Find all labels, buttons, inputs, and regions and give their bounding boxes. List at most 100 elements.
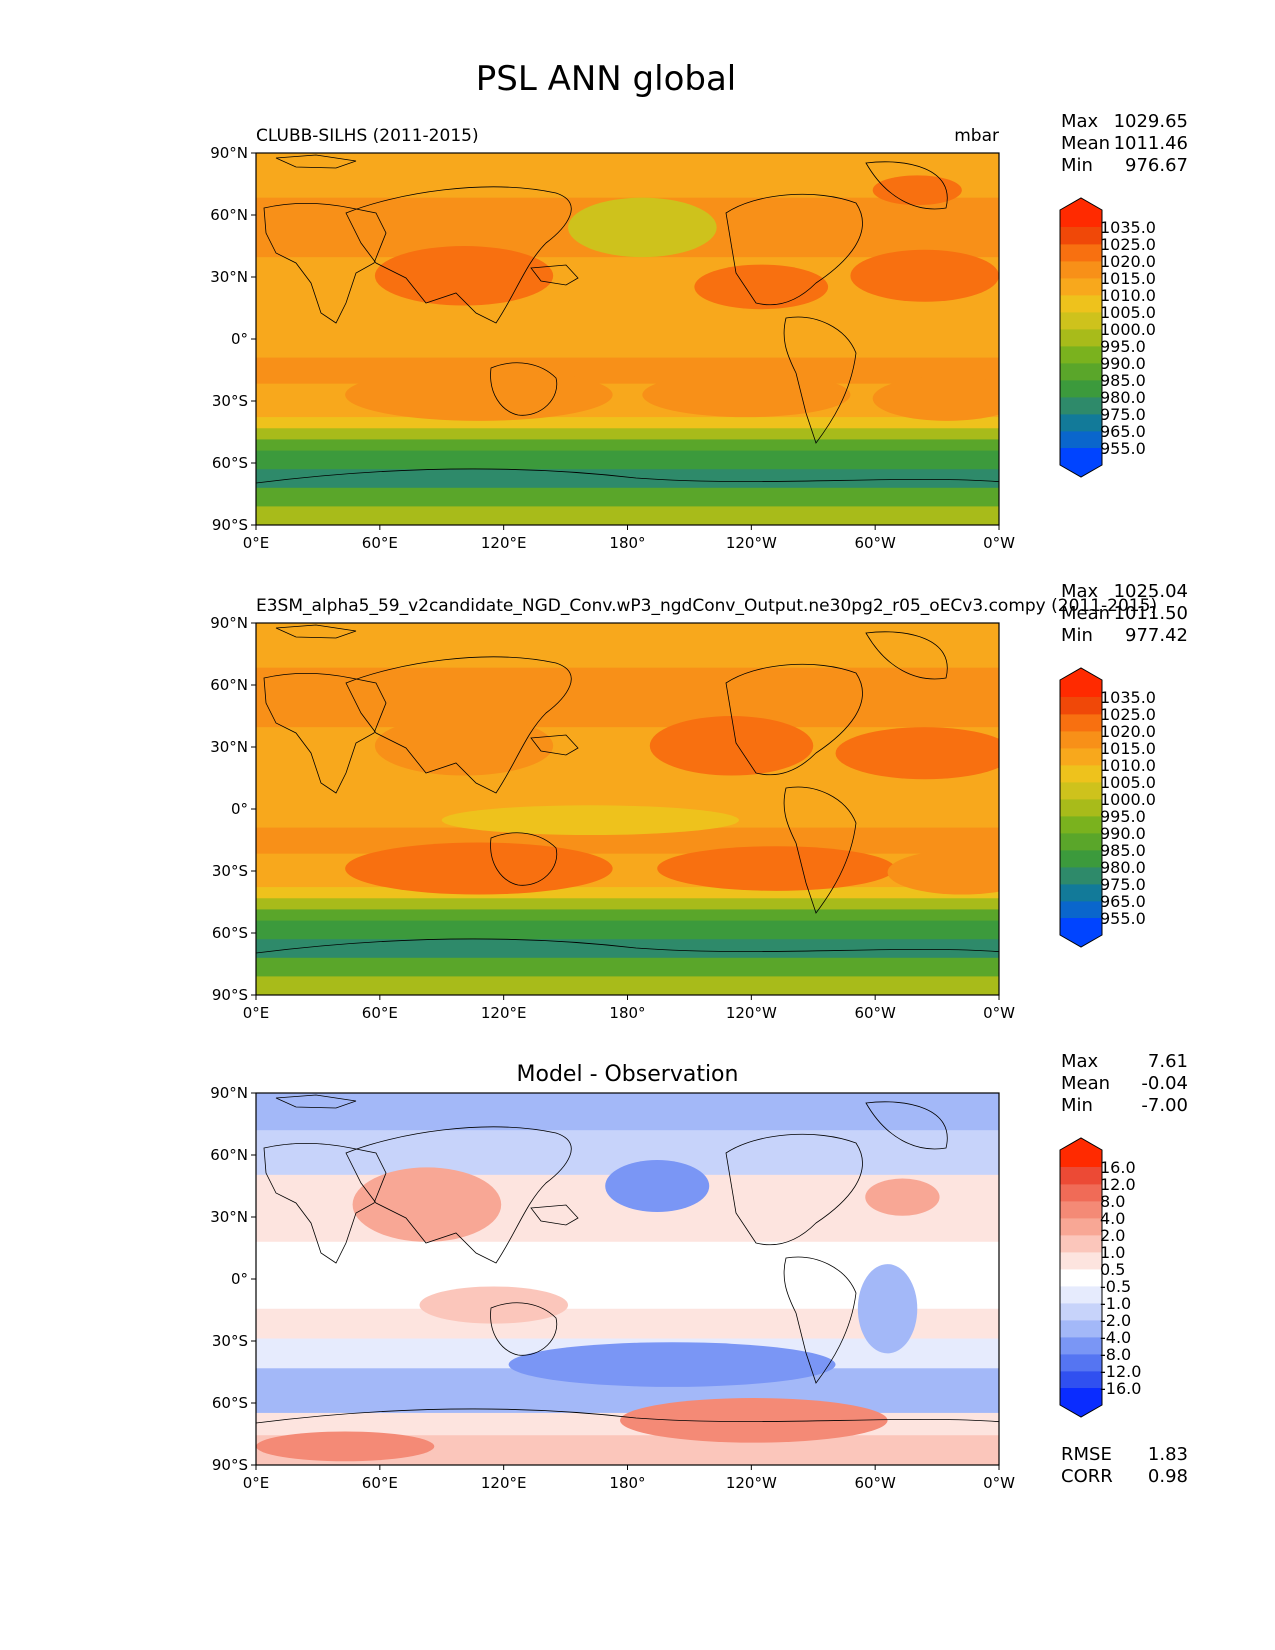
colorbar-segment bbox=[1060, 227, 1102, 245]
colorbar-reference: 955.0965.0975.0980.0985.0990.0995.01000.… bbox=[1059, 667, 1156, 948]
stat-label-max: Max bbox=[1061, 1051, 1099, 1072]
colorbar-segment bbox=[1060, 1371, 1102, 1389]
colorbar-segment bbox=[1060, 748, 1102, 766]
x-tick-label: 60°E bbox=[362, 1004, 398, 1022]
colorbar-label: 1035.0 bbox=[1100, 688, 1156, 707]
colorbar-label: 1015.0 bbox=[1100, 269, 1156, 288]
field-band bbox=[256, 417, 999, 429]
field-anomaly bbox=[441, 805, 739, 836]
stat-label-min: Min bbox=[1061, 625, 1093, 646]
colorbar-segment bbox=[1060, 295, 1102, 313]
stat-label-mean: Mean bbox=[1061, 603, 1110, 624]
colorbar-label: 955.0 bbox=[1100, 909, 1146, 928]
colorbar-segment bbox=[1060, 312, 1102, 330]
colorbar-segment bbox=[1060, 244, 1102, 262]
stat-value-min: -7.00 bbox=[1141, 1095, 1188, 1116]
field-anomaly bbox=[872, 376, 999, 421]
x-tick-label: 120°W bbox=[726, 1474, 777, 1492]
stat-value-mean: 1011.50 bbox=[1114, 603, 1188, 624]
stat-label-min: Min bbox=[1061, 155, 1093, 176]
field-anomaly bbox=[657, 846, 895, 891]
colorbar-label: 990.0 bbox=[1100, 354, 1146, 373]
stat-label-max: Max bbox=[1061, 111, 1099, 132]
colorbar-extend-min bbox=[1060, 918, 1102, 947]
panel-title: Model - Observation bbox=[517, 1062, 739, 1087]
x-tick-label: 60°W bbox=[854, 534, 896, 552]
colorbar-segment bbox=[1060, 1320, 1102, 1338]
colorbar-label: 985.0 bbox=[1100, 841, 1146, 860]
y-tick-label: 90°S bbox=[212, 986, 248, 1004]
colorbar-label: 995.0 bbox=[1100, 337, 1146, 356]
colorbar-segment bbox=[1060, 1201, 1102, 1219]
colorbar-label: 995.0 bbox=[1100, 807, 1146, 826]
x-tick-label: 180° bbox=[609, 1474, 645, 1492]
y-tick-label: 60°N bbox=[210, 1146, 248, 1164]
colorbar-label: 1025.0 bbox=[1100, 705, 1156, 724]
stat-value-min: 976.67 bbox=[1125, 155, 1188, 176]
field-band bbox=[256, 898, 999, 910]
colorbar-segment bbox=[1060, 363, 1102, 381]
colorbar-label: -12.0 bbox=[1100, 1362, 1141, 1381]
y-tick-label: 60°N bbox=[210, 206, 248, 224]
stat-label-mean: Mean bbox=[1061, 1073, 1110, 1094]
stat-label-mean: Mean bbox=[1061, 133, 1110, 154]
colorbar-label: 980.0 bbox=[1100, 388, 1146, 407]
field-band bbox=[256, 667, 999, 728]
colorbar-segment bbox=[1060, 1184, 1102, 1202]
field-band bbox=[256, 439, 999, 452]
colorbar-outline bbox=[1059, 667, 1103, 948]
y-tick-label: 90°N bbox=[210, 1084, 248, 1102]
colorbar-extend-min bbox=[1060, 448, 1102, 477]
map-difference bbox=[256, 1093, 999, 1465]
field-band bbox=[256, 506, 999, 525]
stat-value-mean: 1011.46 bbox=[1114, 133, 1188, 154]
field-band bbox=[256, 1093, 999, 1131]
y-tick-label: 0° bbox=[231, 330, 248, 348]
x-tick-label: 120°W bbox=[726, 534, 777, 552]
colorbar-segment bbox=[1060, 1252, 1102, 1270]
y-tick-label: 60°S bbox=[212, 924, 248, 942]
colorbar-label: 1020.0 bbox=[1100, 722, 1156, 741]
colorbar-label: 1000.0 bbox=[1100, 790, 1156, 809]
colorbar-label: -0.5 bbox=[1100, 1277, 1131, 1296]
field-anomaly bbox=[605, 1159, 710, 1213]
colorbar-segment bbox=[1060, 1354, 1102, 1372]
colorbar-label: 1020.0 bbox=[1100, 252, 1156, 271]
colorbar-label: -2.0 bbox=[1100, 1311, 1131, 1330]
field-anomaly bbox=[374, 246, 554, 306]
colorbar-segment bbox=[1060, 765, 1102, 783]
colorbar-difference: -16.0-12.0-8.0-4.0-2.0-1.0-0.50.51.02.04… bbox=[1059, 1137, 1141, 1418]
y-tick-label: 30°S bbox=[212, 862, 248, 880]
x-tick-label: 0°W bbox=[983, 1004, 1015, 1022]
x-tick-label: 60°E bbox=[362, 1474, 398, 1492]
y-tick-label: 0° bbox=[231, 1270, 248, 1288]
colorbar-segment bbox=[1060, 901, 1102, 919]
colorbar-segment bbox=[1060, 714, 1102, 732]
panel-difference: 0°E 60°E 120°E 180° 120°W 60°W 0°W 90°N 60°N 30°N… bbox=[210, 1051, 1188, 1492]
x-tick-label: 0°E bbox=[243, 1474, 270, 1492]
colorbar-segment bbox=[1060, 431, 1102, 449]
colorbar-segment bbox=[1060, 329, 1102, 347]
stat-value-mean: -0.04 bbox=[1141, 1073, 1188, 1094]
stat-value-max: 1025.04 bbox=[1114, 581, 1188, 602]
colorbar-segment bbox=[1060, 799, 1102, 817]
field-band bbox=[256, 357, 999, 385]
colorbar-segment bbox=[1060, 397, 1102, 415]
colorbar-extend-min bbox=[1060, 1388, 1102, 1417]
y-tick-label: 60°N bbox=[210, 676, 248, 694]
colorbar-segment bbox=[1060, 414, 1102, 432]
x-tick-label: 120°E bbox=[481, 1474, 527, 1492]
colorbar-label: 1005.0 bbox=[1100, 773, 1156, 792]
colorbar-extend-max bbox=[1060, 1138, 1102, 1167]
field-anomaly bbox=[865, 1178, 940, 1216]
field-band bbox=[256, 920, 999, 940]
colorbar-segment bbox=[1060, 278, 1102, 296]
y-tick-label: 60°S bbox=[212, 1394, 248, 1412]
colorbar-segment bbox=[1060, 1269, 1102, 1287]
map-test bbox=[256, 153, 999, 525]
colorbar-label: 975.0 bbox=[1100, 875, 1146, 894]
field-anomaly bbox=[835, 727, 999, 780]
field-anomaly bbox=[419, 1286, 569, 1324]
colorbar-label: 1010.0 bbox=[1100, 756, 1156, 775]
